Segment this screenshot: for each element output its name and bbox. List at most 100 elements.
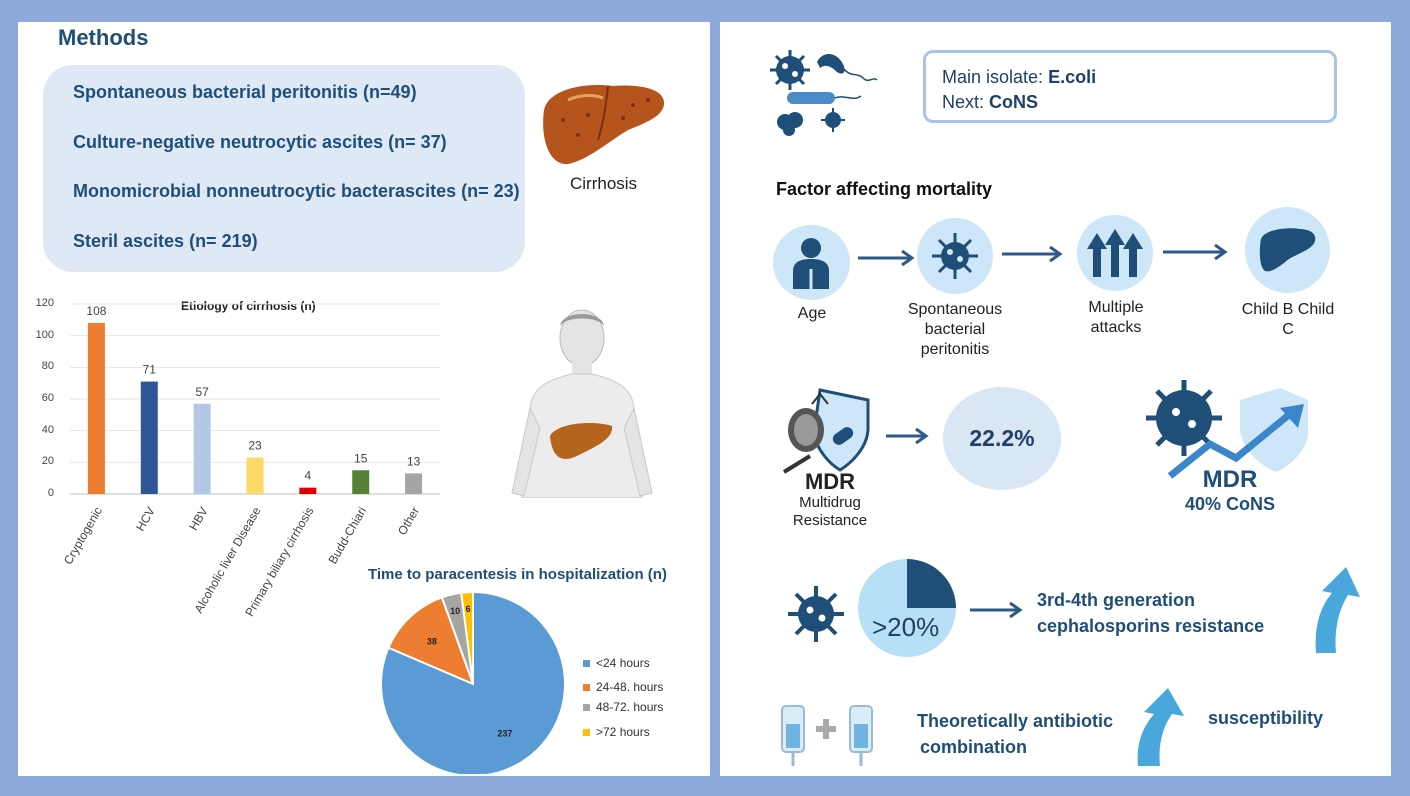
bar-value-label: 71	[143, 363, 157, 377]
cephalosporin-line1: 3rd-4th generation	[1037, 590, 1196, 610]
age-circle	[773, 225, 850, 300]
legend-item: 48-72. hours	[583, 700, 663, 714]
x-tick-label: Other	[395, 505, 422, 538]
main-isolate-value: E.coli	[1048, 67, 1097, 87]
cons-mdr-big: MDR	[1202, 466, 1258, 493]
y-tick-label: 100	[35, 328, 54, 341]
next-isolate-label: Next:	[942, 92, 990, 112]
main-isolate-box: Main isolate: E.coli Next: CoNS	[923, 50, 1337, 123]
arrow-right-icon	[886, 427, 929, 445]
methods-panel: Methods Spontaneous bacterial peritoniti…	[18, 22, 710, 776]
liver-icon	[543, 85, 665, 165]
method-item-cnna: Culture-negative neutrocytic ascites (n=…	[73, 132, 447, 152]
cons-mdr-small: 40% CoNS	[1184, 494, 1276, 514]
liver-icon	[1259, 228, 1316, 272]
cephalosporin-line2: cephalosporins resistance	[1037, 616, 1265, 636]
pie-value-label: 10	[450, 606, 460, 616]
legend-label: 48-72. hours	[596, 700, 664, 714]
up-arrow-icon	[1137, 688, 1184, 766]
bar	[193, 403, 211, 494]
pie-slice	[387, 596, 475, 686]
legend-swatch	[583, 729, 590, 737]
person-icon	[793, 238, 829, 289]
bar	[140, 381, 158, 494]
cons-mdr-label: MDR 40% CoNS	[1150, 467, 1310, 515]
bar	[299, 487, 317, 494]
legend-item: 24-48. hours	[583, 680, 663, 694]
legend-swatch	[583, 704, 590, 712]
x-tick-label: HCV	[133, 505, 158, 534]
pie-chart-title: Time to paracentesis in hospitalization …	[368, 566, 667, 583]
paracentesis-pie-chart: 6 10 38 237	[380, 590, 566, 774]
child-score-circle	[1245, 207, 1330, 293]
bar	[87, 323, 105, 494]
resistance-percent: >20%	[872, 612, 940, 642]
mdr-virus-shield-icon	[1146, 380, 1308, 479]
pie-slice	[380, 590, 566, 774]
legend-label: <24 hours	[596, 656, 650, 670]
combination-line2: combination	[920, 737, 1027, 757]
bar-value-label: 57	[195, 385, 209, 399]
flow-label-age: Age	[797, 305, 827, 322]
arrow-right-icon	[970, 601, 1023, 619]
susceptibility-text: susceptibility	[1208, 708, 1324, 728]
bar-value-label: 108	[86, 304, 106, 318]
up-arrow-icon	[1315, 567, 1360, 653]
resistance-pie-icon	[858, 559, 956, 657]
pie-value-label: 237	[497, 728, 512, 738]
flow-label-child: Child B Child C	[1241, 301, 1335, 338]
results-panel: Main isolate: E.coli Next: CoNS Factor a…	[720, 22, 1391, 776]
x-tick-label: Cryptogenic	[61, 505, 105, 567]
methods-title: Methods	[58, 25, 149, 50]
bar	[352, 470, 370, 494]
x-tick-label: HBV	[186, 505, 210, 533]
arrow-right-icon	[1163, 243, 1228, 261]
arrow-right-icon	[858, 249, 915, 267]
legend-label: 24-48. hours	[596, 680, 664, 694]
mdr-label-line2: Resistance	[792, 512, 868, 529]
y-tick-label: 20	[41, 455, 54, 468]
mdr-shield-icon	[782, 388, 870, 474]
y-tick-label: 120	[35, 297, 54, 309]
x-tick-label: Budd-Chiari	[326, 505, 370, 567]
bar-value-label: 13	[407, 454, 421, 468]
legend-item: >72 hours	[583, 725, 650, 739]
mdr-label-line1: Multidrug	[799, 494, 861, 511]
virus-icon	[932, 233, 978, 279]
method-item-mnb: Monomicrobial nonneutrocytic bacterascit…	[73, 181, 520, 201]
method-item-sbp: Spontaneous bacterial peritonitis (n=49)	[73, 82, 417, 102]
virus-icon	[788, 586, 844, 642]
bacteria-icon	[770, 50, 878, 136]
y-tick-label: 0	[47, 487, 54, 499]
y-tick-label: 80	[41, 360, 54, 373]
mdr-label: MDR Multidrug Resistance	[782, 470, 878, 530]
bar	[405, 473, 423, 494]
legend-swatch	[583, 684, 590, 692]
legend-label: >72 hours	[596, 725, 650, 739]
bar-value-label: 15	[354, 451, 368, 465]
up-arrows-icon	[1087, 229, 1143, 277]
mortality-title: Factor affecting mortality	[776, 179, 993, 199]
mdr-percent: 22.2%	[943, 387, 1061, 490]
bar-value-label: 4	[305, 469, 312, 483]
legend-item: <24 hours	[583, 656, 650, 670]
cirrhosis-label: Cirrhosis	[570, 174, 638, 193]
pie-value-label: 6	[466, 604, 471, 614]
method-item-sterile: Steril ascites (n= 219)	[73, 231, 258, 251]
iv-bags-icon	[781, 705, 873, 766]
combination-line1: Theoretically antibiotic	[917, 711, 1114, 731]
legend-swatch	[583, 660, 590, 668]
flow-label-sbp: Spontaneous bacterial peritonitis	[907, 301, 1003, 358]
combination-text: Theoretically antibiotic combination	[917, 708, 1113, 760]
pie-value-label: 38	[427, 636, 437, 646]
arrow-right-icon	[1002, 245, 1063, 263]
cephalosporin-resistance-text: 3rd-4th generation cephalosporins resist…	[1037, 587, 1264, 639]
y-tick-label: 60	[41, 392, 54, 404]
bar-chart-title: Etiology of cirrhosis (n)	[181, 299, 316, 313]
methods-box: Spontaneous bacterial peritonitis (n=49)…	[43, 65, 525, 272]
next-isolate-value: CoNS	[989, 92, 1039, 112]
y-tick-label: 40	[41, 423, 54, 436]
human-body-icon	[511, 309, 653, 498]
bar	[246, 457, 264, 494]
flow-label-attacks: Multiple attacks	[1088, 299, 1144, 336]
